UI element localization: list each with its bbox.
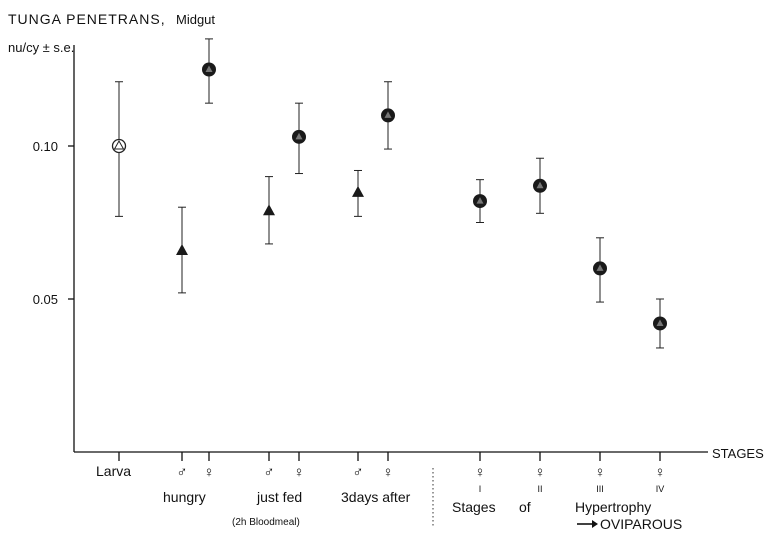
stage-numeral: II	[537, 484, 542, 494]
data-point	[473, 180, 487, 223]
data-point	[381, 82, 395, 149]
data-point	[113, 82, 126, 217]
female-symbol: ♀	[654, 464, 665, 481]
x-ticks: ♂ ♀ ♂ ♀ ♂ ♀ ♀ I ♀ II ♀ III ♀ IV	[119, 452, 666, 494]
y-axis-label: nu/cy ± s.e.	[8, 40, 74, 55]
group-label: 3days after	[341, 489, 411, 505]
triangle-marker	[176, 244, 188, 255]
data-point	[352, 170, 364, 216]
arrow-head-icon	[592, 520, 598, 528]
group-label: Stages	[452, 499, 496, 515]
triangle-marker	[352, 186, 364, 197]
data-point	[533, 158, 547, 213]
male-symbol: ♂	[263, 464, 274, 481]
data-points	[113, 39, 668, 348]
male-symbol: ♂	[352, 464, 363, 481]
male-symbol: ♂	[176, 464, 187, 481]
group-sublabel: (2h Bloodmeal)	[232, 517, 300, 528]
triangle-marker	[263, 204, 275, 215]
stage-numeral: I	[479, 484, 482, 494]
female-symbol: ♀	[203, 464, 214, 481]
data-point	[176, 207, 188, 293]
female-symbol: ♀	[594, 464, 605, 481]
data-point	[263, 177, 275, 244]
chart-title: TUNGA PENETRANS,	[8, 11, 166, 27]
y-ticks: 0.05 0.10	[33, 139, 74, 307]
y-tick-label: 0.10	[33, 139, 58, 154]
group-label: of	[519, 499, 531, 515]
stage-numeral: IV	[656, 484, 665, 494]
female-symbol: ♀	[534, 464, 545, 481]
female-symbol: ♀	[382, 464, 393, 481]
group-label: Larva	[96, 463, 131, 479]
data-point	[593, 238, 607, 302]
chart-subtitle: Midgut	[176, 12, 215, 27]
stage-numeral: III	[596, 484, 604, 494]
female-symbol: ♀	[293, 464, 304, 481]
data-point	[292, 103, 306, 173]
y-tick-label: 0.05	[33, 292, 58, 307]
data-point	[653, 299, 667, 348]
group-label: just fed	[256, 489, 302, 505]
female-symbol: ♀	[474, 464, 485, 481]
x-axis-label: STAGES	[712, 446, 764, 461]
group-sublabel: OVIPAROUS	[600, 516, 682, 532]
group-label: Hypertrophy	[575, 499, 651, 515]
group-label: hungry	[163, 489, 206, 505]
data-point	[202, 39, 216, 103]
